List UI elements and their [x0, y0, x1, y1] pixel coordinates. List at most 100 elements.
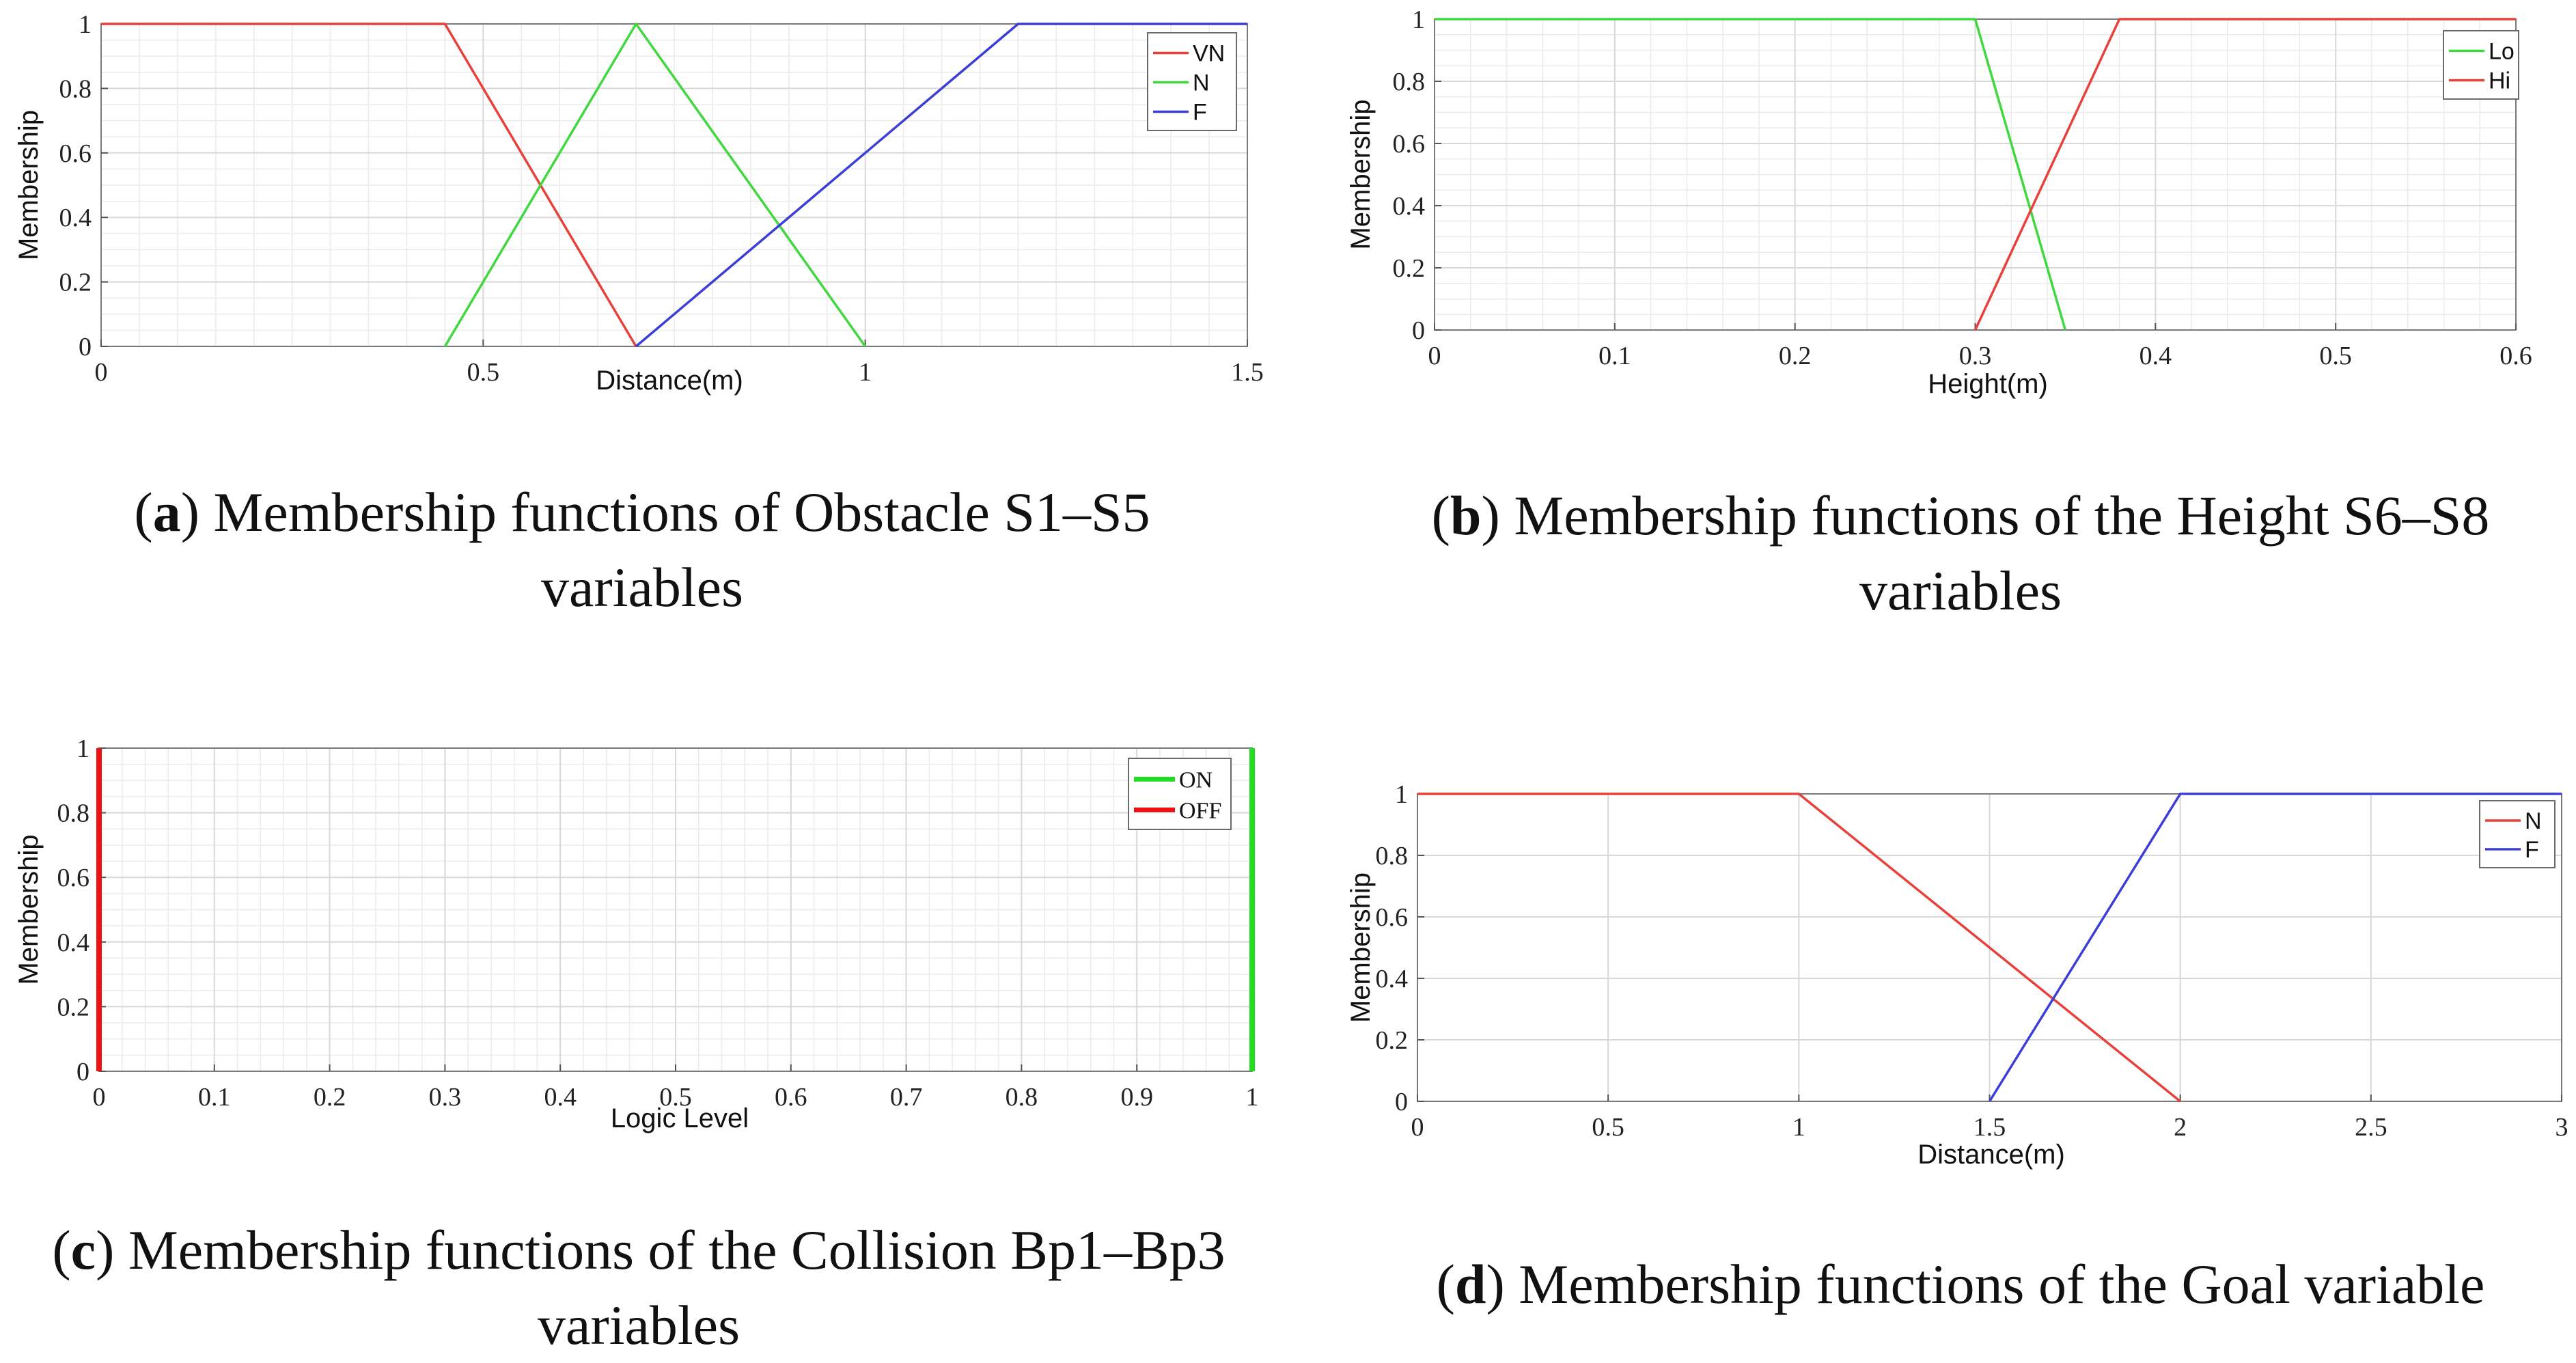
chart-a-x-tick-label: 0	[95, 358, 108, 387]
chart-c-legend: ON OFF	[1128, 758, 1232, 830]
chart-panel-b: 0 0.1 0.2 0.3 0.4 0.5 0.6 0 0.2 0.4 0.6 0.8 1 Height(…	[1339, 0, 2576, 437]
chart-d-x-tick-label: 2	[2174, 1113, 2187, 1142]
chart-a-grid	[100, 23, 1248, 347]
caption-b-letter: b	[1450, 484, 1482, 547]
chart-d-x-tick-label: 2.5	[2355, 1113, 2387, 1142]
chart-c-x-tick-label: 0.9	[1120, 1083, 1153, 1112]
chart-b-series-lo	[1435, 18, 2067, 331]
caption-d-text: ) Membership functions of the Goal varia…	[1486, 1253, 2485, 1315]
chart-d-y-axis-label: Membership	[1346, 872, 1376, 1023]
chart-d-x-tick-label: 3	[2556, 1113, 2568, 1142]
chart-a-x-tick-label: 0.5	[467, 358, 500, 387]
caption-c-text: ) Membership functions of the Collision …	[96, 1219, 1225, 1356]
chart-b-x-tick-label: 0.1	[1598, 342, 1631, 370]
chart-b-svg: 0 0.1 0.2 0.3 0.4 0.5 0.6 0 0.2 0.4 0.6 0.8 1 Height(…	[1346, 5, 2532, 399]
chart-b-y-tick-label: 0	[1412, 316, 1425, 345]
chart-c-x-tick-label: 0.1	[198, 1083, 231, 1112]
chart-b-y-tick-label: 0.2	[1393, 254, 1426, 283]
chart-d-x-axis-label: Distance(m)	[1917, 1140, 2065, 1170]
chart-b-legend: Lo Hi	[2443, 30, 2519, 100]
chart-panel-a: 0 0.5 1 1.5 0 0.2 0.4 0.6 0.8 1 Distance(m) Members…	[0, 0, 1288, 437]
chart-c-y-tick-label: 0.6	[57, 864, 90, 892]
chart-d-y-tick-label: 0.4	[1376, 965, 1409, 993]
chart-panel-d: 0 0.5 1 1.5 2 2.5 3 0 0.2 0.4 0.6 0.8 1 Distance(m) Me…	[1339, 752, 2576, 1175]
chart-c-grid	[98, 747, 1253, 1072]
chart-b-x-tick-label: 0.2	[1779, 342, 1812, 370]
chart-panel-c: 0 0.1 0.2 0.3 0.4 0.5 0.6 0.7 0.8 0.9 1 0 0.2 0.4 0.6 0…	[0, 724, 1288, 1148]
caption-c-letter: c	[70, 1219, 96, 1281]
caption-d-letter: d	[1454, 1253, 1486, 1315]
chart-c-y-tick-label: 0.8	[57, 799, 90, 828]
chart-c-x-tick-label: 0.7	[890, 1083, 923, 1112]
chart-a-y-tick-label: 1	[79, 10, 92, 39]
chart-c-x-tick-label: 0.6	[775, 1083, 807, 1112]
chart-d-series-f	[1989, 793, 2562, 1102]
chart-a-legend-label-vn: VN	[1193, 41, 1225, 67]
chart-d-y-tick-label: 0.6	[1376, 903, 1409, 932]
chart-c-y-tick-label: 0	[77, 1058, 89, 1086]
chart-a-y-tick-label: 0	[79, 333, 92, 361]
chart-c-x-tick-label: 0.2	[314, 1083, 346, 1112]
chart-a-legend-label-f: F	[1193, 100, 1207, 126]
chart-b-series-hi	[1973, 18, 2516, 331]
chart-b-x-tick-label: 0.6	[2499, 342, 2532, 370]
chart-b-legend-label-lo: Lo	[2489, 39, 2515, 65]
chart-a-svg: 0 0.5 1 1.5 0 0.2 0.4 0.6 0.8 1 Distance(m) Members…	[14, 10, 1264, 396]
chart-b-y-tick-label: 0.4	[1393, 192, 1426, 221]
chart-a-y-tick-label: 0.4	[59, 204, 92, 232]
chart-d-y-tick-label: 0	[1395, 1088, 1408, 1116]
chart-c-x-tick-label: 0.8	[1006, 1083, 1038, 1112]
chart-b-y-tick-label: 0.6	[1393, 130, 1426, 159]
caption-a-text: ) Membership functions of Obstacle S1–S5…	[180, 481, 1150, 618]
chart-b-grid	[1434, 18, 2517, 331]
chart-d-svg: 0 0.5 1 1.5 2 2.5 3 0 0.2 0.4 0.6 0.8 1 Distance(m) Me…	[1346, 780, 2568, 1170]
chart-d-x-tick-label: 1.5	[1973, 1113, 2006, 1142]
chart-a-x-tick-label: 1	[859, 358, 872, 387]
chart-b-legend-box	[2443, 30, 2519, 100]
chart-b-x-tick-label: 0.4	[2139, 342, 2172, 370]
chart-a-x-axis-label: Distance(m)	[596, 366, 743, 396]
chart-a-plot-frame	[100, 23, 1248, 347]
caption-b: (b) Membership functions of the Height S…	[1431, 484, 2490, 622]
chart-d-x-tick-label: 1	[1792, 1113, 1805, 1142]
chart-c-y-tick-label: 1	[77, 734, 89, 763]
chart-a-y-tick-label: 0.8	[59, 74, 92, 103]
chart-d-legend: NF	[2479, 800, 2556, 868]
chart-c-x-tick-label: 0.4	[544, 1083, 577, 1112]
chart-c-svg: 0 0.1 0.2 0.3 0.4 0.5 0.6 0.7 0.8 0.9 1 0 0.2 0.4 0.6 0…	[14, 734, 1259, 1133]
chart-b-x-axis-label: Height(m)	[1928, 369, 2048, 399]
chart-b-x-tick-label: 0	[1428, 342, 1441, 370]
chart-c-y-tick-label: 0.2	[57, 993, 90, 1021]
chart-c-x-axis-label: Logic Level	[611, 1103, 749, 1133]
caption-d: (d) Membership functions of the Goal var…	[1436, 1253, 2485, 1315]
caption-a-letter: a	[152, 481, 181, 543]
chart-b-x-tick-label: 0.5	[2319, 342, 2352, 370]
chart-d-y-tick-label: 0.2	[1376, 1026, 1409, 1055]
chart-b-y-tick-label: 1	[1412, 5, 1425, 34]
chart-a-y-tick-label: 0.2	[59, 269, 92, 297]
caption-b-text: ) Membership functions of the Height S6–…	[1481, 484, 2490, 622]
chart-a-x-tick-label: 1.5	[1231, 358, 1264, 387]
chart-c-legend-label-off: OFF	[1179, 799, 1221, 824]
caption-c: (c) Membership functions of the Collisio…	[52, 1219, 1225, 1356]
chart-d-x-tick-label: 0	[1411, 1113, 1424, 1142]
chart-d-legend-box	[2479, 800, 2556, 868]
chart-c-x-tick-label: 0	[93, 1083, 106, 1112]
chart-d-legend-label-f: F	[2525, 837, 2539, 863]
chart-c-x-tick-label: 0.5	[659, 1083, 692, 1112]
chart-d-y-tick-label: 1	[1395, 780, 1408, 809]
chart-b-x-tick-label: 0.3	[1959, 342, 1992, 370]
chart-a-y-tick-label: 0.6	[59, 139, 92, 168]
chart-c-legend-box	[1128, 758, 1232, 830]
chart-c-legend-label-on: ON	[1179, 768, 1213, 793]
chart-a-series-n	[443, 23, 867, 348]
chart-c-x-tick-label: 1	[1246, 1083, 1259, 1112]
chart-d-legend-label-n: N	[2525, 808, 2542, 834]
chart-a-legend-label-n: N	[1193, 70, 1210, 96]
chart-a-y-axis-label: Membership	[14, 110, 44, 260]
chart-a-series-f	[635, 23, 1247, 348]
chart-b-y-tick-label: 0.8	[1393, 68, 1426, 96]
chart-a-series-vn	[101, 23, 637, 347]
caption-a: (a) Membership functions of Obstacle S1–…	[134, 481, 1150, 618]
chart-b-legend-label-hi: Hi	[2489, 68, 2510, 94]
